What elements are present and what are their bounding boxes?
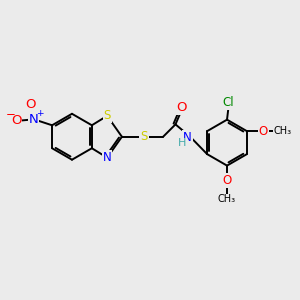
Text: O: O [259,125,268,138]
Text: N: N [103,151,112,164]
Text: S: S [140,130,148,143]
Text: O: O [25,98,36,111]
Text: H: H [178,138,186,148]
Text: Cl: Cl [223,96,234,109]
Text: −: − [6,108,16,121]
Text: N: N [183,131,192,144]
Text: O: O [176,101,187,114]
Text: +: + [36,109,43,118]
Text: CH₃: CH₃ [274,126,292,136]
Text: O: O [222,174,232,188]
Text: N: N [29,113,38,126]
Text: O: O [11,114,21,127]
Text: S: S [103,109,111,122]
Text: CH₃: CH₃ [218,194,236,205]
